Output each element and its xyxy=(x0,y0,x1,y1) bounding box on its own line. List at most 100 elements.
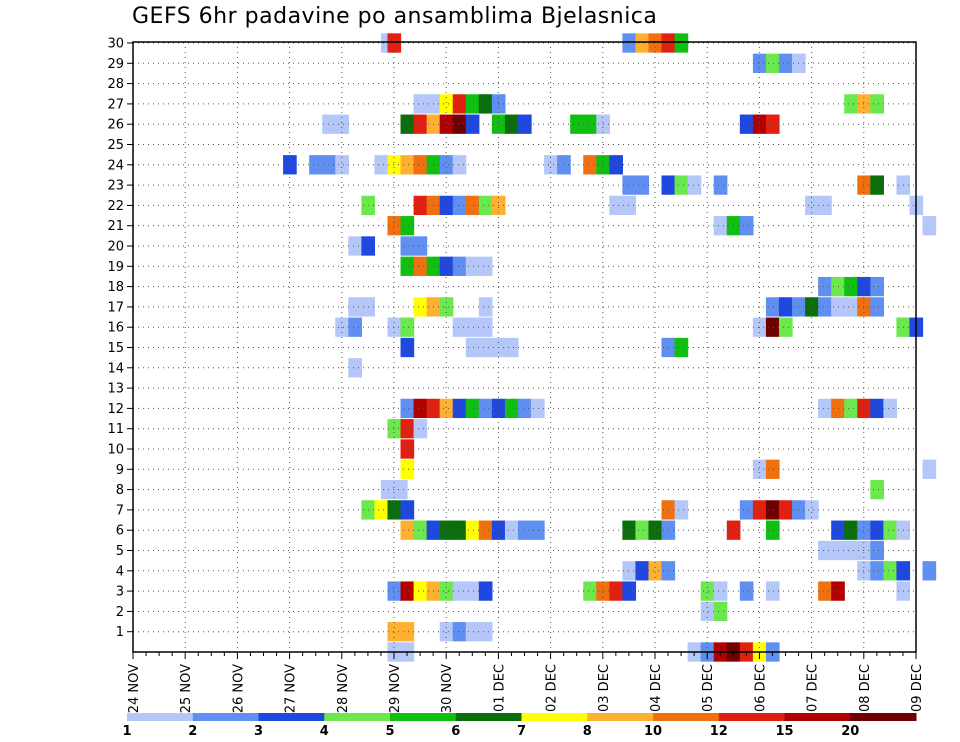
heatmap-cell xyxy=(805,195,819,216)
heatmap-cell xyxy=(400,419,415,439)
heatmap-cell xyxy=(583,114,597,134)
heatmap-cell xyxy=(400,236,415,256)
heatmap-cell xyxy=(531,520,545,540)
heatmap-cell xyxy=(478,622,493,642)
heatmap-cell xyxy=(439,195,454,216)
y-tick-label: 16 xyxy=(107,321,124,336)
heatmap-cell xyxy=(387,581,402,601)
heatmap-cell xyxy=(818,276,832,297)
heatmap-cell xyxy=(439,622,454,642)
heatmap-cell xyxy=(870,561,884,581)
heatmap-cell xyxy=(922,216,937,236)
heatmap-cell xyxy=(700,601,715,622)
heatmap-cell xyxy=(844,520,858,540)
heatmap-cell xyxy=(765,500,780,520)
colorbar-label: 4 xyxy=(320,724,329,739)
heatmap-cell xyxy=(622,520,637,540)
colorbar-swatch xyxy=(390,713,457,721)
heatmap-cell xyxy=(387,419,402,439)
y-tick-label: 15 xyxy=(107,341,124,356)
heatmap-cell xyxy=(439,581,454,601)
heatmap-cell xyxy=(452,114,467,134)
heatmap-cell xyxy=(387,216,402,236)
heatmap-cell xyxy=(609,581,623,601)
heatmap-cell xyxy=(622,195,637,216)
heatmap-cell xyxy=(700,581,715,601)
heatmap-cell xyxy=(348,236,362,256)
heatmap-cell xyxy=(309,155,323,175)
heatmap-cell xyxy=(844,94,858,114)
y-tick-label: 10 xyxy=(107,443,124,458)
y-tick-label: 2 xyxy=(116,605,124,620)
heatmap-cell xyxy=(857,297,871,317)
heatmap-cell xyxy=(844,297,858,317)
colorbar-label: 6 xyxy=(451,724,460,739)
heatmap-cell xyxy=(857,520,871,540)
heatmap-cell xyxy=(452,581,467,601)
heatmap-cell xyxy=(752,500,767,520)
heatmap-cell xyxy=(870,175,884,195)
y-tick-label: 26 xyxy=(107,118,124,133)
heatmap-cell xyxy=(818,297,832,317)
heatmap-cell xyxy=(380,479,395,500)
x-tick-label: 27 NOV xyxy=(284,664,299,713)
heatmap-cell xyxy=(465,581,480,601)
heatmap-cell xyxy=(394,479,408,500)
heatmap-cell xyxy=(635,520,650,540)
heatmap-cell xyxy=(452,256,467,276)
chart-title: GEFS 6hr padavine po ansamblima Bjelasni… xyxy=(132,4,658,29)
colorbar-label: 20 xyxy=(841,724,859,739)
heatmap-cell xyxy=(465,256,480,276)
heatmap-cell xyxy=(478,337,493,358)
colorbar-label: 12 xyxy=(710,724,728,739)
heatmap-cell xyxy=(322,114,336,134)
heatmap-cell xyxy=(465,195,480,216)
heatmap-cell xyxy=(504,114,519,134)
y-tick-label: 24 xyxy=(107,158,124,173)
y-tick-label: 1 xyxy=(116,625,124,640)
heatmap-cell xyxy=(452,520,467,540)
heatmap-cell xyxy=(635,33,650,53)
heatmap-cell xyxy=(465,622,480,642)
colorbar-swatch xyxy=(127,713,194,721)
heatmap-cell xyxy=(504,337,519,358)
heatmap-cell xyxy=(322,155,336,175)
heatmap-cell xyxy=(622,561,637,581)
heatmap-cell xyxy=(387,622,402,642)
heatmap-cell xyxy=(752,114,767,134)
y-tick-label: 8 xyxy=(116,483,124,498)
heatmap-cell xyxy=(818,195,832,216)
heatmap-cell xyxy=(857,540,871,561)
heatmap-cell xyxy=(400,622,415,642)
heatmap-cell xyxy=(478,520,493,540)
heatmap-cell xyxy=(778,53,793,73)
x-axis: 24 NOV 25 NOV 26 NOV 27 NOV 28 NOV 29 NOV 30 N… xyxy=(127,652,925,713)
heatmap-cell xyxy=(465,94,480,114)
x-tick-label: 25 NOV xyxy=(179,664,194,713)
heatmap-cell xyxy=(778,500,793,520)
y-tick-label: 14 xyxy=(107,361,124,376)
y-tick-label: 22 xyxy=(107,199,124,214)
heatmap-cell xyxy=(609,155,623,175)
colorbar-label: 10 xyxy=(644,724,662,739)
y-tick-label: 21 xyxy=(107,219,124,234)
y-tick-label: 17 xyxy=(107,300,124,315)
y-tick-label: 19 xyxy=(107,260,124,275)
x-tick-label: 07 DEC xyxy=(806,664,821,712)
heatmap-cell xyxy=(439,297,454,317)
heatmap-cell xyxy=(674,337,689,358)
heatmap-cell xyxy=(648,520,663,540)
heatmap-cell xyxy=(387,155,402,175)
heatmap-cell xyxy=(465,398,480,419)
heatmap-cell xyxy=(439,114,454,134)
heatmap-cell xyxy=(452,398,467,419)
heatmap-cell xyxy=(765,114,780,134)
heatmap-cell xyxy=(870,398,884,419)
heatmap-cell xyxy=(387,500,402,520)
colorbar-swatch xyxy=(258,713,325,721)
heatmap-cell xyxy=(413,419,428,439)
y-tick-label: 5 xyxy=(116,544,124,559)
heatmap-cell xyxy=(465,114,480,134)
heatmap-cell xyxy=(765,520,780,540)
colorbar: 1 2 3 4 5 6 7 8 10 12 15 20 xyxy=(122,713,917,739)
